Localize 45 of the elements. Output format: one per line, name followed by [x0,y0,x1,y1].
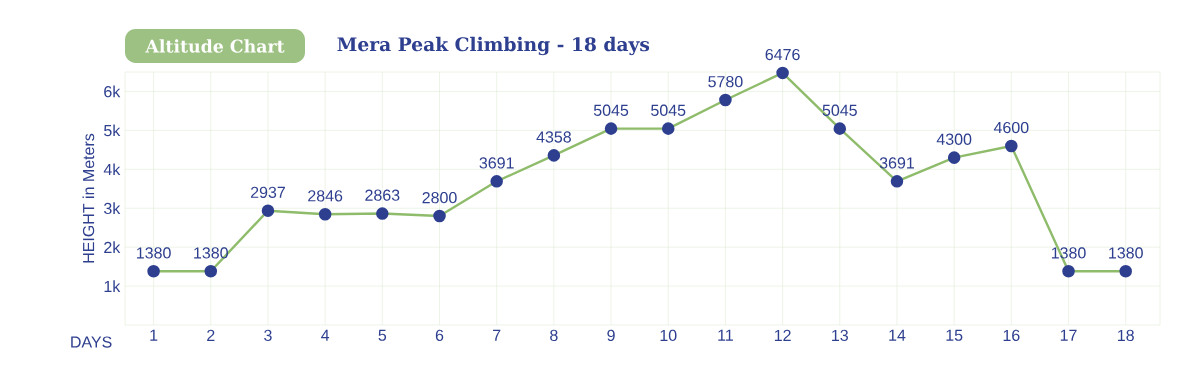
data-label: 4358 [536,131,571,143]
x-tick-label: 18 [1118,329,1134,342]
x-tick-label: 17 [1060,329,1077,341]
data-label: 5045 [822,104,857,116]
data-label: 2863 [365,189,400,201]
x-tick-label: 4 [321,329,330,341]
data-label: 2846 [308,190,343,202]
x-axis-title: DAYS [71,336,112,348]
data-label: 2800 [422,191,457,204]
data-label: 5045 [593,104,629,116]
y-tick-label: 2k [104,241,121,253]
y-tick-label: 3k [104,202,121,215]
data-label: 3691 [879,157,914,169]
x-tick-label: 1 [150,329,158,341]
x-tick-label: 2 [207,329,215,341]
x-tick-label: 11 [718,329,733,341]
x-tick-label: 16 [1003,329,1020,342]
data-label: 4600 [993,121,1029,134]
x-tick-label: 10 [660,329,677,342]
x-tick-label: 7 [493,329,501,341]
chart-title: Altitude Chart [145,39,285,53]
x-tick-label: 13 [832,329,848,342]
x-tick-label: 8 [550,329,558,342]
x-tick-label: 14 [889,329,906,341]
y-tick-label: 6k [104,85,121,98]
data-label: 5780 [708,75,743,88]
x-tick-label: 15 [946,329,963,341]
y-tick-label: 4k [103,163,121,176]
x-tick-label: 12 [774,329,791,341]
x-tick-label: 9 [607,329,615,342]
data-label: 5045 [651,104,686,116]
data-label: 1380 [137,247,171,259]
y-tick-label: 5k [104,124,121,137]
data-label: 6476 [765,48,800,61]
x-tick-label: 6 [435,329,444,342]
data-label: 2937 [250,186,285,198]
data-label: 1380 [1109,247,1143,259]
chart-subtitle: Mera Peak Climbing - 18 days [337,36,650,56]
data-label: 4300 [936,133,972,145]
x-tick-label: 3 [264,329,272,342]
x-tick-label: 5 [378,329,387,341]
y-tick-label: 1k [104,280,121,292]
data-label: 3691 [479,157,514,169]
y-axis-title: HEIGHT in Meters [82,133,95,263]
data-label: 1380 [194,247,228,259]
